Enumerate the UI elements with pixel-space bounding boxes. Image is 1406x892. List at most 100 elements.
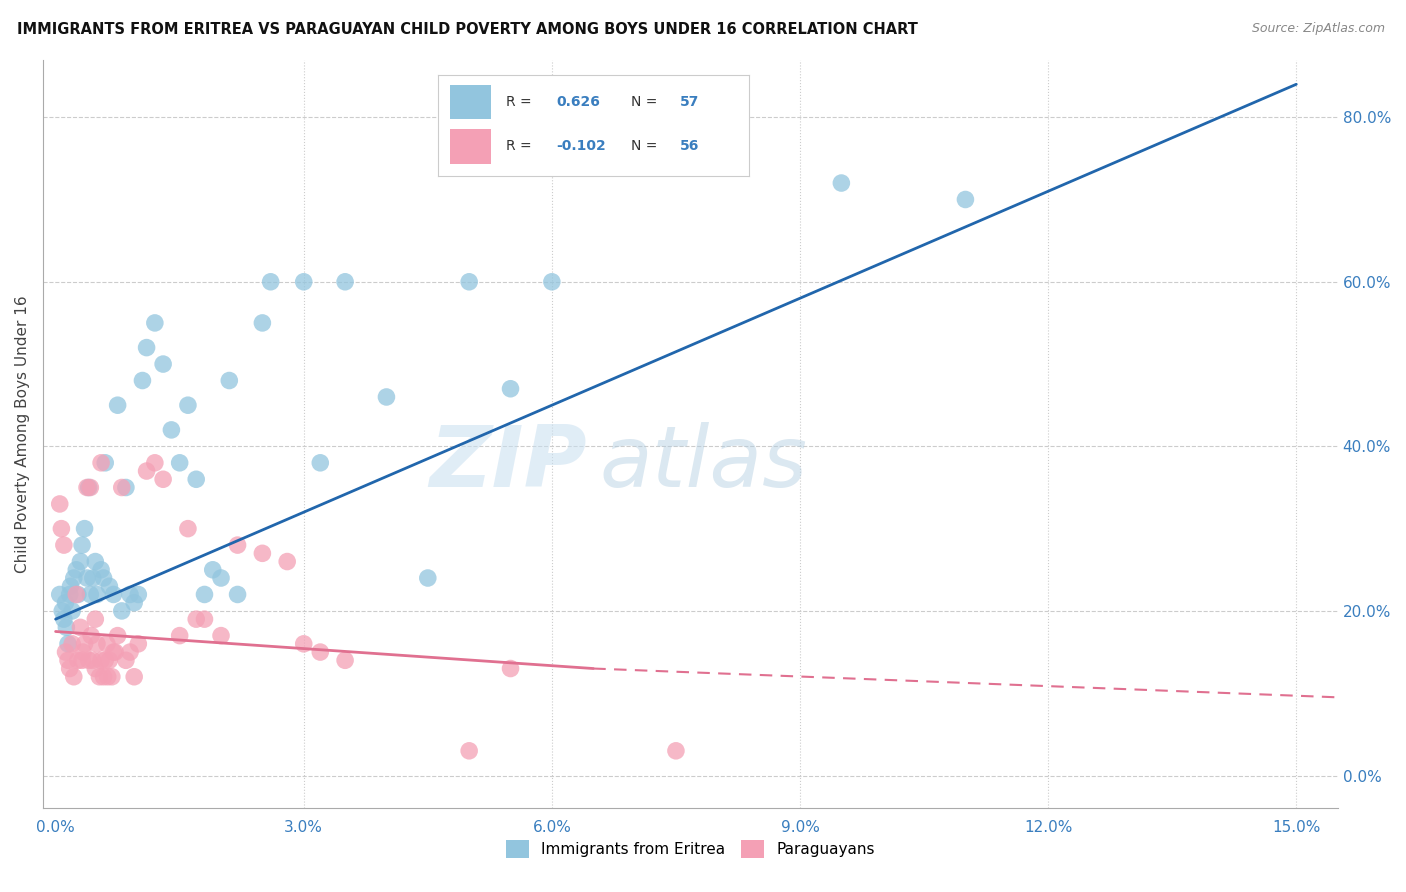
Point: [97, 670, 120, 684]
Point: [84, 661, 107, 675]
Point: [458, 744, 481, 758]
Point: [201, 563, 224, 577]
Point: [51, 522, 73, 536]
Legend: Immigrants from Eritrea, Paraguayans: Immigrants from Eritrea, Paraguayans: [501, 833, 880, 864]
Point: [375, 390, 398, 404]
Point: [292, 275, 315, 289]
Point: [69, 620, 91, 634]
Text: atlas: atlas: [600, 423, 808, 506]
Point: [830, 176, 852, 190]
Point: [193, 587, 215, 601]
Point: [65, 587, 87, 601]
Point: [131, 374, 153, 388]
Point: [73, 637, 96, 651]
Point: [62, 670, 84, 684]
Point: [55, 645, 77, 659]
Point: [499, 382, 522, 396]
Point: [186, 612, 208, 626]
Point: [70, 538, 93, 552]
Point: [541, 275, 564, 289]
Point: [252, 546, 274, 560]
Point: [309, 645, 332, 659]
Point: [107, 629, 129, 643]
Point: [103, 645, 125, 659]
Point: [59, 579, 82, 593]
Point: [127, 587, 149, 601]
Point: [252, 316, 274, 330]
Point: [52, 612, 75, 626]
Point: [416, 571, 439, 585]
Point: [226, 587, 249, 601]
Point: [143, 456, 166, 470]
Point: [160, 423, 183, 437]
Point: [60, 637, 83, 651]
Point: [104, 645, 127, 659]
Point: [98, 579, 121, 593]
Point: [333, 653, 356, 667]
Point: [103, 587, 125, 601]
Point: [56, 637, 79, 651]
Point: [186, 472, 208, 486]
Point: [127, 637, 149, 651]
Point: [955, 193, 977, 207]
Point: [59, 661, 82, 675]
Point: [152, 357, 174, 371]
Point: [70, 653, 93, 667]
Point: [135, 341, 157, 355]
Point: [76, 481, 98, 495]
Point: [77, 481, 100, 495]
Point: [60, 604, 83, 618]
Point: [98, 653, 121, 667]
Point: [62, 571, 84, 585]
Point: [76, 571, 98, 585]
Point: [152, 472, 174, 486]
Point: [80, 629, 103, 643]
Point: [66, 653, 89, 667]
Point: [107, 398, 129, 412]
Point: [89, 670, 111, 684]
Point: [226, 538, 249, 552]
Point: [111, 604, 134, 618]
Point: [84, 555, 107, 569]
Point: [86, 637, 108, 651]
Point: [52, 538, 75, 552]
Point: [51, 604, 73, 618]
Point: [55, 596, 77, 610]
Point: [209, 629, 232, 643]
Point: [122, 596, 145, 610]
Point: [90, 456, 112, 470]
Point: [90, 653, 112, 667]
Point: [115, 481, 138, 495]
Point: [56, 653, 79, 667]
Point: [79, 481, 101, 495]
Point: [333, 275, 356, 289]
Point: [69, 555, 91, 569]
Point: [55, 620, 77, 634]
Point: [93, 670, 115, 684]
Y-axis label: Child Poverty Among Boys Under 16: Child Poverty Among Boys Under 16: [15, 295, 30, 573]
Point: [309, 456, 332, 470]
Point: [84, 612, 107, 626]
Point: [665, 744, 688, 758]
Point: [96, 637, 118, 651]
Text: Source: ZipAtlas.com: Source: ZipAtlas.com: [1251, 22, 1385, 36]
Point: [48, 497, 70, 511]
Point: [458, 275, 481, 289]
Point: [118, 645, 141, 659]
Point: [77, 653, 100, 667]
Point: [115, 653, 138, 667]
Point: [82, 653, 104, 667]
Point: [86, 587, 108, 601]
Point: [111, 481, 134, 495]
Point: [48, 587, 70, 601]
Point: [209, 571, 232, 585]
Point: [177, 522, 200, 536]
Point: [94, 456, 117, 470]
Point: [101, 670, 124, 684]
Point: [90, 563, 112, 577]
Point: [82, 571, 104, 585]
Point: [65, 563, 87, 577]
Point: [93, 571, 115, 585]
Point: [66, 587, 89, 601]
Point: [499, 661, 522, 675]
